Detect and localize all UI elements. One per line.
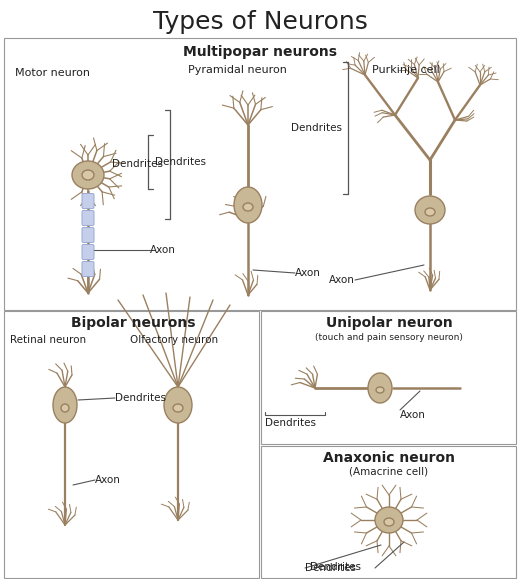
FancyBboxPatch shape: [4, 38, 516, 310]
FancyBboxPatch shape: [82, 193, 94, 208]
Text: Bipolar neurons: Bipolar neurons: [71, 316, 195, 330]
Text: Motor neuron: Motor neuron: [15, 68, 90, 78]
FancyBboxPatch shape: [82, 211, 94, 225]
Text: Axon: Axon: [150, 245, 176, 255]
Text: Multipopar neurons: Multipopar neurons: [183, 45, 337, 59]
Text: (touch and pain sensory neuron): (touch and pain sensory neuron): [315, 332, 463, 342]
FancyBboxPatch shape: [4, 311, 259, 578]
Text: Dendrites: Dendrites: [291, 123, 342, 133]
Ellipse shape: [53, 387, 77, 423]
Text: (Amacrine cell): (Amacrine cell): [349, 467, 428, 477]
Ellipse shape: [415, 196, 445, 224]
Text: Axon: Axon: [400, 410, 426, 420]
FancyBboxPatch shape: [261, 311, 516, 444]
Text: Olfactory neuron: Olfactory neuron: [130, 335, 218, 345]
Text: Dendrites: Dendrites: [305, 563, 356, 573]
Text: Dendrites: Dendrites: [310, 562, 361, 572]
FancyBboxPatch shape: [82, 244, 94, 259]
Ellipse shape: [61, 404, 69, 412]
Text: Retinal neuron: Retinal neuron: [10, 335, 86, 345]
Ellipse shape: [72, 161, 104, 189]
Text: Purkinje cell: Purkinje cell: [372, 65, 440, 75]
FancyBboxPatch shape: [82, 228, 94, 243]
Ellipse shape: [82, 170, 94, 180]
Ellipse shape: [173, 404, 183, 412]
Ellipse shape: [375, 507, 403, 533]
Text: Axon: Axon: [295, 268, 321, 278]
Text: Pyramidal neuron: Pyramidal neuron: [188, 65, 287, 75]
Ellipse shape: [243, 203, 253, 211]
Text: Unipolar neuron: Unipolar neuron: [326, 316, 452, 330]
Text: Anaxonic neuron: Anaxonic neuron: [323, 451, 455, 465]
Text: Axon: Axon: [329, 275, 355, 285]
Text: Dendrites: Dendrites: [155, 157, 206, 167]
Ellipse shape: [376, 387, 384, 393]
FancyBboxPatch shape: [82, 262, 94, 277]
Text: Dendrites: Dendrites: [115, 393, 166, 403]
Text: Dendrites: Dendrites: [112, 159, 163, 169]
Text: Types of Neurons: Types of Neurons: [152, 10, 368, 34]
FancyBboxPatch shape: [261, 446, 516, 578]
Ellipse shape: [384, 518, 394, 526]
Text: Axon: Axon: [95, 475, 121, 485]
Text: Dendrites: Dendrites: [265, 418, 316, 428]
Ellipse shape: [425, 208, 435, 216]
Ellipse shape: [234, 187, 262, 223]
Ellipse shape: [164, 387, 192, 423]
Ellipse shape: [368, 373, 392, 403]
